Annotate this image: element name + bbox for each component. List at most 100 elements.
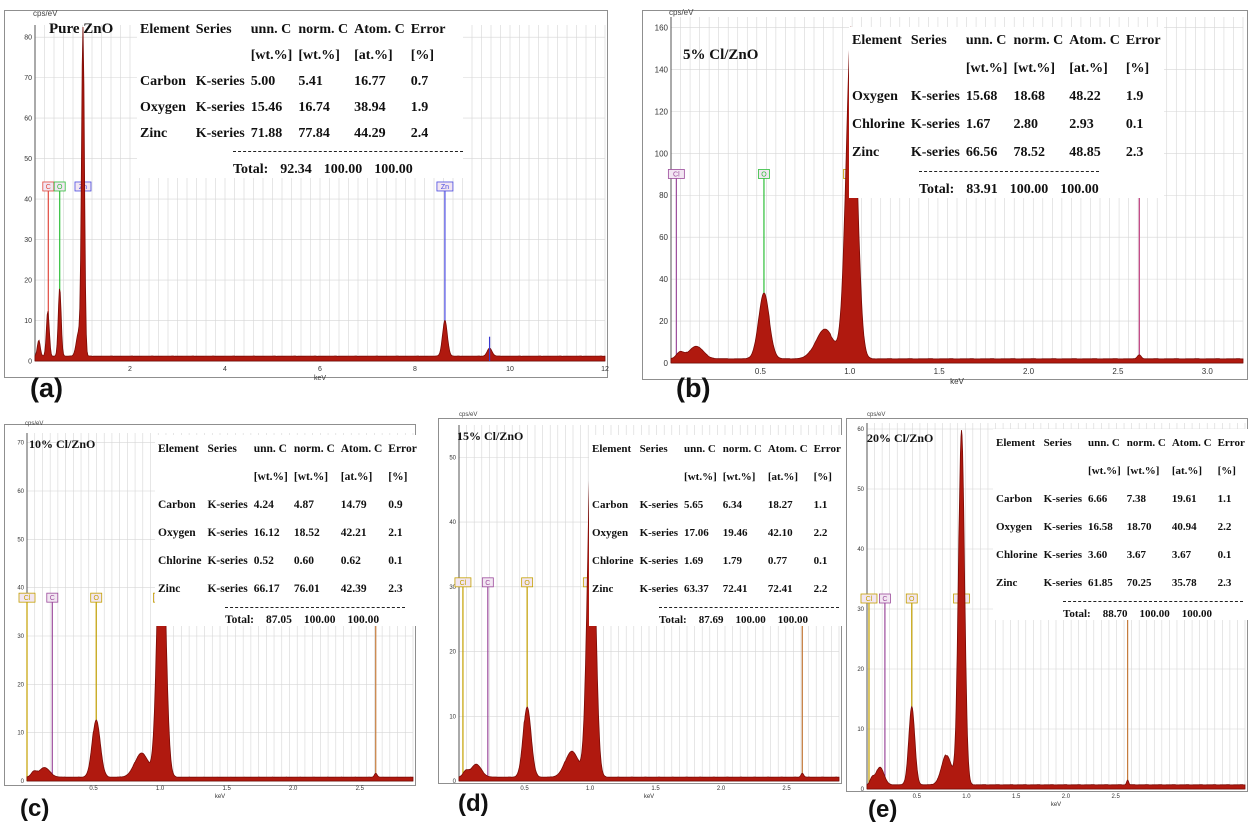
table-cell: 5.00	[250, 74, 276, 89]
table-cell: [wt.%]	[293, 471, 329, 483]
total-cell: Total:	[233, 162, 269, 177]
table-cell: 61.85	[1088, 577, 1113, 589]
y-tick-label: 30	[24, 237, 32, 244]
y-units-label: cps/eV	[459, 412, 478, 418]
table-cell: 77.84	[298, 126, 330, 141]
composition-table: Element Series unn. C norm. C Atom. C Error [w…	[849, 27, 1164, 198]
table-cell: K-series	[910, 145, 960, 160]
table-cell: 18.68	[1013, 89, 1045, 104]
table-cell: 72.41	[767, 583, 793, 595]
element-marker-box	[53, 181, 66, 192]
total-cell: Total:	[225, 614, 254, 626]
table-cell: 2.93	[1069, 117, 1094, 132]
table-row: Carbon K-series 4.24 4.87 14.79 0.9	[155, 491, 420, 519]
spectrum-area	[670, 26, 1244, 364]
table-row: Zinc K-series 63.37 72.41 72.41 2.2	[589, 575, 844, 603]
table-cell: Element	[140, 22, 190, 37]
table-cell: Atom. C	[340, 443, 383, 455]
table-row: [wt.%] [wt.%] [at.%] [%]	[155, 463, 420, 491]
table-cell: 1.69	[684, 555, 704, 567]
y-tick-label: 50	[24, 156, 32, 163]
y-tick-label: 20	[17, 682, 24, 688]
total-separator	[919, 171, 1099, 172]
table-cell: Error	[1217, 437, 1245, 449]
table-cell: 71.88	[250, 126, 283, 141]
table-cell: Chlorine	[852, 117, 905, 132]
composition-table: Element Series unn. C norm. C Atom. C Error [w…	[155, 435, 420, 626]
composition-table: Element Series unn. C norm. C Atom. C Error [w…	[589, 435, 844, 626]
table-cell: 16.77	[354, 74, 386, 89]
x-tick-label: 2.0	[717, 786, 726, 792]
table-cell: K-series	[639, 583, 679, 595]
total-cell: Total:	[1063, 608, 1091, 620]
spectrum-area	[34, 26, 606, 362]
table-cell: [%]	[410, 48, 435, 63]
table-cell: K-series	[207, 555, 248, 567]
table-row: Zinc K-series 61.85 70.25 35.78 2.3	[993, 569, 1248, 597]
y-tick-label: 60	[24, 116, 32, 123]
table-cell: 5.65	[684, 499, 704, 511]
table-cell	[908, 55, 963, 83]
table-cell: [wt.%]	[1013, 61, 1056, 76]
table-cell: 66.56	[965, 145, 998, 160]
y-tick-label: 20	[857, 667, 864, 673]
table-cell: [wt.%]	[684, 471, 717, 483]
y-tick-label: 80	[24, 35, 32, 42]
element-marker-box	[454, 577, 472, 588]
table-cell: K-series	[195, 74, 245, 89]
table-row: Carbon K-series 6.66 7.38 19.61 1.1	[993, 485, 1248, 513]
total-cell: 100.00	[323, 162, 363, 177]
table-cell: 0.1	[813, 555, 828, 567]
panel-title: 10% Cl/ZnO	[29, 437, 96, 451]
element-marker-label: O	[93, 595, 99, 602]
y-tick-label: 0	[21, 779, 25, 785]
table-cell	[204, 463, 250, 491]
table-cell: [wt.%]	[965, 61, 1008, 76]
x-tick-label: 2.5	[782, 786, 791, 792]
table-cell: 63.37	[684, 583, 709, 595]
x-tick-label: 0.5	[89, 786, 98, 792]
element-marker-label: C	[46, 184, 51, 191]
x-tick-label: 1.0	[586, 786, 595, 792]
panel-label-d: (d)	[458, 790, 489, 817]
table-cell: 2.1	[388, 527, 403, 539]
table-cell: 16.12	[253, 527, 280, 539]
total-cell: 100.00	[735, 614, 766, 626]
table-row: [wt.%] [wt.%] [at.%] [%]	[589, 463, 844, 491]
total-cell: 100.00	[1060, 182, 1099, 197]
y-tick-label: 70	[17, 441, 24, 447]
y-tick-label: 100	[655, 149, 669, 158]
table-cell: Element	[996, 437, 1036, 449]
y-tick-label: 60	[857, 427, 864, 433]
element-marker-label: O	[909, 596, 915, 603]
table-cell: Oxygen	[592, 527, 629, 539]
table-cell: Error	[813, 443, 841, 455]
x-tick-label: 1.0	[844, 367, 856, 376]
table-cell: [wt.%]	[298, 48, 340, 63]
table-cell: 0.7	[410, 74, 429, 89]
table-cell: 0.77	[767, 555, 788, 567]
y-tick-label: 70	[24, 75, 32, 82]
table-cell: Series	[195, 22, 232, 37]
table-cell: 0.60	[293, 555, 314, 567]
table-cell: 2.80	[1013, 117, 1038, 132]
table-row: [wt.%] [wt.%] [at.%] [%]	[137, 43, 448, 69]
spectrum-area	[26, 475, 414, 782]
total-cell: 100.00	[303, 614, 336, 626]
table-cell: Zinc	[852, 145, 880, 160]
table-cell: Oxygen	[996, 521, 1033, 533]
table-cell: Chlorine	[996, 549, 1038, 561]
x-tick-label: 0.5	[520, 786, 529, 792]
table-cell: 1.1	[1217, 493, 1232, 505]
y-tick-label: 40	[24, 197, 32, 204]
table-row: Element Series unn. C norm. C Atom. C Error	[849, 27, 1164, 55]
y-tick-label: 50	[857, 487, 864, 493]
table-cell: Carbon	[158, 499, 196, 511]
spectrum-panel-b: 0 20 40 60 80 100 120 140 160 0.5 1.0 1.5 2.0 2.5 3.0 k…	[642, 8, 1248, 386]
spectrum-panel-e: 01020304050600.51.01.52.02.5keVClCOZnCl …	[846, 412, 1248, 808]
y-tick-label: 160	[655, 23, 669, 32]
table-cell: Carbon	[140, 74, 186, 89]
y-tick-label: 0	[28, 359, 32, 366]
x-axis-label: keV	[314, 375, 326, 382]
table-cell: 42.21	[340, 527, 367, 539]
